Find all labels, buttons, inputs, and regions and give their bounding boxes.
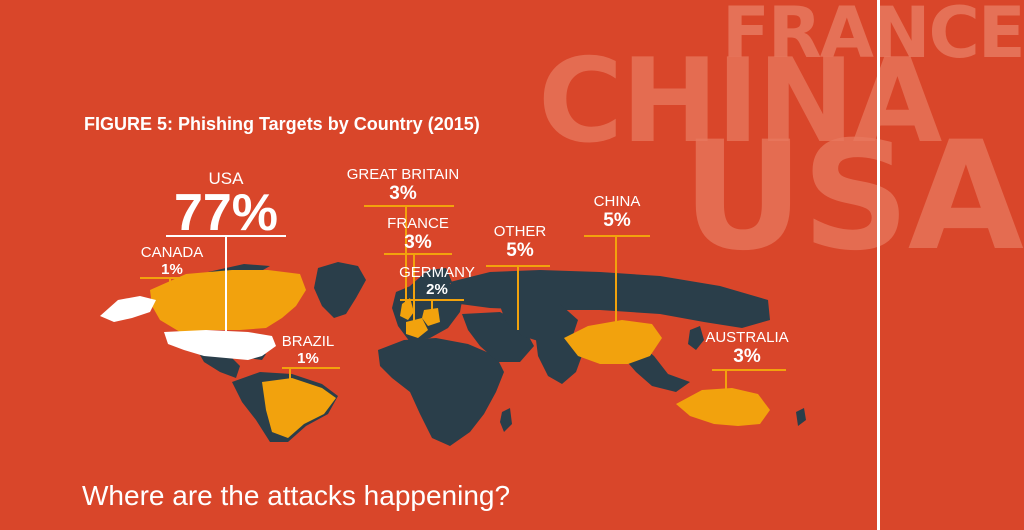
region-name: USA (208, 169, 244, 188)
map-land-greenland (314, 262, 366, 318)
vertical-divider (877, 0, 880, 530)
region-label-france: FRANCE 3% (387, 216, 449, 252)
map-land-africa (378, 338, 504, 446)
watermark-usa: USA (682, 110, 1024, 284)
map-alaska (100, 296, 156, 322)
region-name: GERMANY (399, 264, 475, 281)
region-value: 5% (603, 210, 631, 231)
chart-subtitle: Where are the attacks happening? (82, 480, 511, 511)
region-label-china: CHINA 5% (594, 194, 641, 230)
region-value: 3% (404, 232, 432, 253)
watermark-france: FRANCE (722, 0, 1024, 74)
region-label-australia: AUSTRALIA 3% (705, 330, 788, 366)
map-land-madagascar (500, 408, 512, 432)
region-value: 1% (297, 350, 319, 367)
map-canada (150, 270, 306, 332)
map-usa (164, 330, 276, 360)
map-land-russia (450, 270, 770, 328)
region-label-canada: CANADA 1% (141, 245, 204, 277)
map-land-new-zealand (796, 408, 806, 426)
region-name: OTHER (493, 223, 547, 240)
region-label-great-britain: GREAT BRITAIN 3% (347, 167, 460, 203)
region-name: CHINA (593, 193, 641, 210)
region-name: GREAT BRITAIN (346, 166, 460, 183)
map-australia (676, 388, 770, 426)
map-france (406, 318, 428, 338)
map-land-india (536, 338, 584, 384)
region-value: 2% (426, 281, 448, 298)
chart-title: FIGURE 5: Phishing Targets by Country (2… (84, 114, 480, 134)
map-great-britain (400, 298, 414, 320)
region-label-germany: GERMANY 2% (399, 265, 475, 297)
map-land-japan (688, 326, 704, 350)
map-china (564, 320, 662, 364)
region-value: 1% (161, 261, 183, 278)
region-label-other: OTHER 5% (494, 224, 547, 260)
region-value: 77% (173, 184, 279, 242)
region-name: CANADA (140, 244, 204, 261)
watermark-china: CHINA (538, 34, 942, 169)
map-brazil (262, 378, 336, 438)
region-name: AUSTRALIA (705, 329, 789, 346)
map-germany (422, 308, 440, 326)
region-label-brazil: BRAZIL 1% (282, 334, 335, 366)
region-value: 3% (733, 346, 761, 367)
map-land-central-asia (500, 304, 578, 344)
region-value: 3% (389, 183, 417, 204)
region-name: BRAZIL (281, 333, 335, 350)
region-name: FRANCE (387, 215, 449, 232)
region-value: 5% (506, 240, 534, 261)
region-label-usa: USA 77% (174, 170, 278, 239)
map-land-scandinavia (410, 268, 452, 294)
